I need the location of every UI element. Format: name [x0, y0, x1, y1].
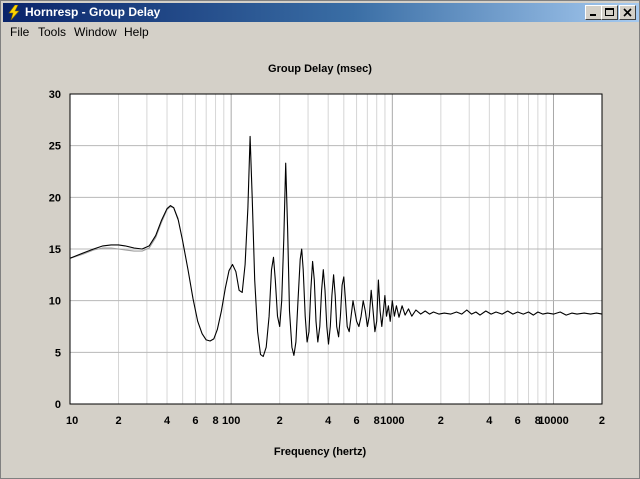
y-tick-label: 20	[49, 192, 61, 204]
menu-bar: File Tools Window Help	[3, 22, 639, 42]
x-tick-label: 6	[515, 415, 521, 427]
x-tick-label: 8	[374, 415, 380, 427]
menu-help[interactable]: Help	[124, 25, 149, 39]
close-icon	[623, 8, 632, 17]
plot-frame	[69, 93, 603, 405]
y-tick-label: 10	[49, 296, 61, 308]
x-tick-label: 4	[486, 415, 493, 427]
title-bar[interactable]: Hornresp - Group Delay	[3, 3, 639, 22]
x-tick-label: 8	[535, 415, 541, 427]
window-title: Hornresp - Group Delay	[25, 5, 161, 19]
y-tick-label: 5	[55, 347, 61, 359]
menu-tools[interactable]: Tools	[38, 25, 67, 39]
grid-lines	[70, 94, 602, 404]
x-tick-label: 2	[115, 415, 121, 427]
curves	[69, 135, 603, 358]
maximize-icon	[605, 8, 614, 16]
maximize-button[interactable]	[601, 5, 618, 20]
x-tick-label: 2	[438, 415, 444, 427]
x-tick-label: 8	[212, 415, 218, 427]
y-tick-label: 15	[49, 244, 61, 256]
x-tick-label: 2	[599, 415, 605, 427]
lightning-icon	[8, 5, 20, 20]
menu-file[interactable]: File	[10, 25, 30, 39]
x-tick-label: 2	[277, 415, 283, 427]
x-tick-label: 1000	[380, 415, 404, 427]
x-tick-label: 10000	[538, 415, 569, 427]
y-tick-label: 30	[49, 89, 61, 101]
minimize-icon	[590, 14, 596, 16]
chart-title: Group Delay (msec)	[268, 63, 372, 75]
x-tick-label: 100	[222, 415, 240, 427]
x-tick-label: 10	[66, 415, 78, 427]
x-tick-label: 4	[325, 415, 332, 427]
menu-window[interactable]: Window	[74, 25, 117, 39]
y-tick-label: 25	[49, 141, 61, 153]
group-delay-curve-1	[69, 206, 179, 259]
x-tick-label: 6	[354, 415, 360, 427]
group-delay-curve-0	[69, 135, 603, 358]
y-tick-labels: 0 5 10 15 20 25 30	[49, 89, 61, 411]
x-tick-label: 6	[192, 415, 198, 427]
y-tick-label: 0	[55, 399, 61, 411]
x-axis-label: Frequency (hertz)	[274, 446, 367, 458]
x-tick-label: 4	[164, 415, 171, 427]
close-button[interactable]	[619, 5, 636, 20]
